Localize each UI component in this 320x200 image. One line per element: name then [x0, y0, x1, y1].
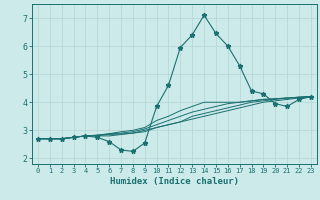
X-axis label: Humidex (Indice chaleur): Humidex (Indice chaleur) — [110, 177, 239, 186]
